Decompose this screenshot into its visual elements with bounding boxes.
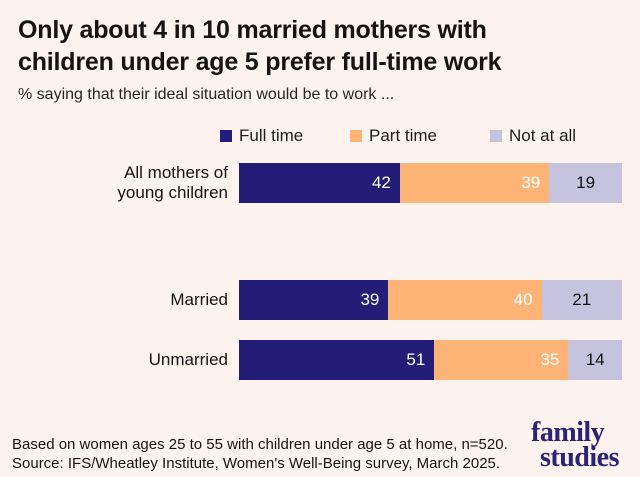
- legend-item-full-time: Full time: [220, 126, 303, 146]
- bar-value-label: 35: [540, 350, 560, 369]
- bar-value-label: 19: [576, 173, 596, 192]
- bar-segment-full-time: 51: [239, 340, 435, 380]
- bar-segment-not-at-all: 19: [549, 163, 622, 203]
- legend-label: Part time: [369, 126, 438, 145]
- family-studies-logo: family studies: [531, 417, 619, 473]
- bar-segment-full-time: 42: [239, 163, 400, 203]
- chart-legend: Full time Part time Not at all: [0, 126, 640, 146]
- bar-value-label: 39: [360, 290, 380, 309]
- legend-swatch-icon: [350, 130, 362, 142]
- legend-label: Full time: [239, 126, 304, 145]
- bar-segment-full-time: 39: [239, 280, 389, 320]
- legend-label: Not at all: [509, 126, 577, 145]
- bar-value-label: 39: [521, 173, 541, 192]
- bar-segment-not-at-all: 14: [568, 340, 622, 380]
- bar-value-label: 51: [406, 350, 426, 369]
- bar-value-label: 14: [585, 350, 605, 369]
- bar-track: 42 39 19: [239, 163, 622, 203]
- bar-row-all-mothers-of: All mothers of young children 42 39 19: [0, 163, 640, 203]
- bar-row-unmarried: Unmarried 51 35 14: [0, 340, 640, 380]
- legend-item-not-at-all: Not at all: [490, 126, 576, 146]
- bar-row-married: Married 39 40 21: [0, 280, 640, 320]
- chart-footnote: Based on women ages 25 to 55 with childr…: [12, 435, 508, 473]
- stacked-bar-chart: All mothers of young children 42 39 19 Marri…: [0, 163, 640, 380]
- footnote-line-1: Based on women ages 25 to 55 with childr…: [12, 436, 508, 453]
- bar-segment-part-time: 39: [399, 163, 550, 203]
- bar-track: 51 35 14: [239, 340, 622, 380]
- logo-text-studies: studies: [540, 442, 619, 473]
- bar-segment-part-time: 35: [434, 340, 569, 380]
- bar-segment-not-at-all: 21: [541, 280, 622, 320]
- chart-title: Only about 4 in 10 married mothers with …: [18, 16, 502, 76]
- bar-value-label: 21: [572, 290, 592, 309]
- bar-value-label: 40: [513, 290, 533, 309]
- legend-swatch-icon: [220, 130, 232, 142]
- chart-subtitle: % saying that their ideal situation woul…: [18, 86, 395, 103]
- footnote-line-2: Source: IFS/Wheatley Institute, Women's …: [12, 455, 501, 472]
- legend-swatch-icon: [490, 130, 502, 142]
- logo-text-family: family: [531, 417, 605, 448]
- bar-track: 39 40 21: [239, 280, 622, 320]
- category-label: All mothers of young children: [117, 163, 228, 202]
- category-label: Unmarried: [148, 350, 228, 369]
- category-label: Married: [170, 290, 228, 309]
- bar-value-label: 42: [371, 173, 391, 192]
- bar-segment-part-time: 40: [388, 280, 542, 320]
- legend-item-part-time: Part time: [350, 126, 437, 146]
